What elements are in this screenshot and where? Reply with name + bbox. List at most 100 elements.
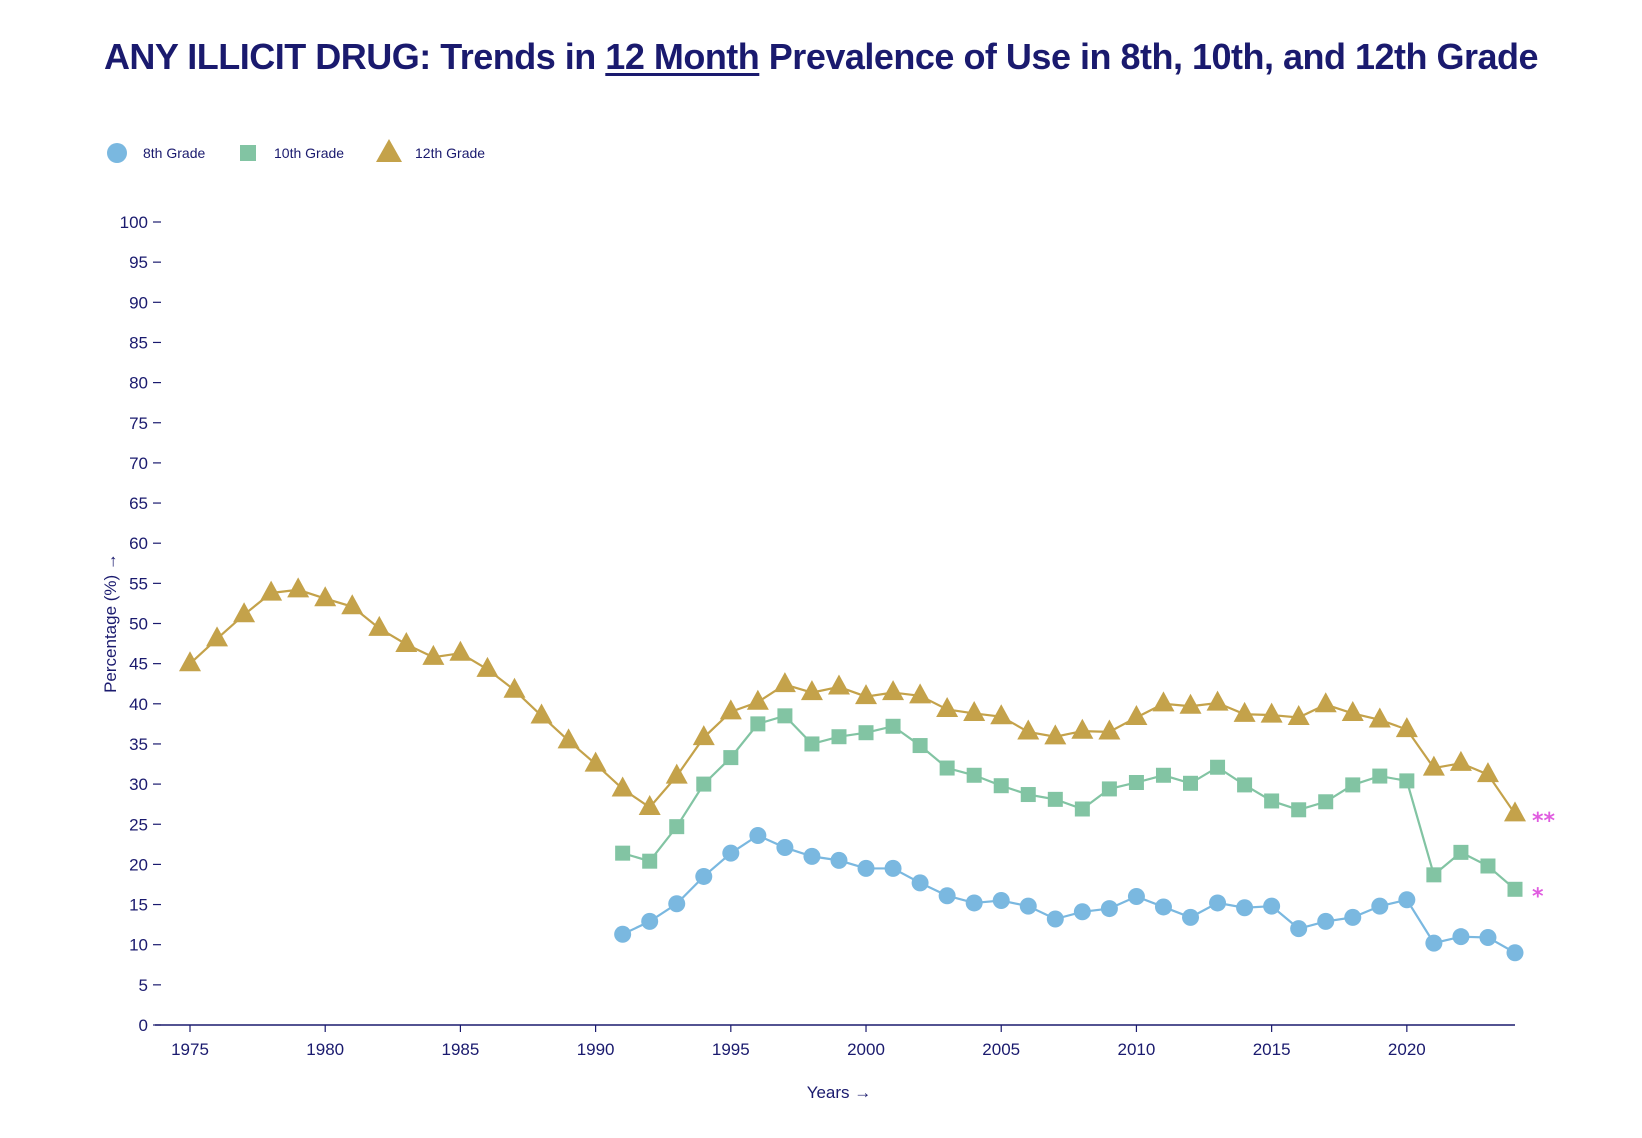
data-point (885, 718, 901, 734)
data-point (1046, 910, 1064, 928)
data-point (992, 892, 1010, 910)
data-point (314, 586, 337, 607)
series-line (189, 588, 1516, 815)
series-8th-grade (614, 826, 1524, 962)
data-point (449, 640, 472, 661)
data-point (1452, 928, 1470, 946)
data-point (1260, 702, 1283, 723)
data-point (1341, 701, 1364, 722)
data-point (696, 776, 712, 792)
data-point (206, 626, 229, 647)
data-point (692, 725, 715, 746)
data-point (1152, 691, 1175, 712)
legend-item: 10th Grade (240, 145, 344, 161)
x-tick-label: 2000 (847, 1040, 885, 1059)
data-point (827, 674, 850, 695)
data-point (1127, 888, 1145, 906)
y-tick-label: 35 (129, 735, 148, 754)
legend-item: 12th Grade (376, 139, 485, 162)
y-tick-label: 80 (129, 374, 148, 393)
data-point (1074, 801, 1090, 817)
data-point (1263, 897, 1281, 915)
data-point (1395, 717, 1418, 738)
y-tick-label: 45 (129, 655, 148, 674)
data-point (638, 794, 661, 815)
data-point (1317, 912, 1335, 930)
data-point (990, 704, 1013, 725)
y-tick-label: 65 (129, 494, 148, 513)
legend-item: 8th Grade (107, 143, 205, 163)
data-point (669, 819, 685, 835)
data-point (936, 697, 959, 718)
data-point (723, 750, 739, 766)
x-tick-label: 1980 (306, 1040, 344, 1059)
data-point (1047, 791, 1063, 807)
y-tick-label: 40 (129, 695, 148, 714)
data-point (1264, 793, 1280, 809)
data-point (750, 716, 766, 732)
data-point (773, 672, 796, 693)
data-point (800, 680, 823, 701)
data-point (1019, 897, 1037, 915)
legend: 8th Grade 10th Grade 12th Grade (107, 139, 485, 163)
data-point (857, 859, 875, 877)
legend-label: 8th Grade (143, 145, 205, 161)
data-point (1314, 692, 1337, 713)
data-point (746, 689, 769, 710)
data-point (1098, 719, 1121, 740)
data-point (1507, 881, 1523, 897)
chart-title: ANY ILLICIT DRUG: Trends in 12 Month Pre… (0, 36, 1642, 78)
y-tick-label: 0 (139, 1016, 148, 1035)
data-point (912, 738, 928, 754)
y-tick-label: 60 (129, 534, 148, 553)
series-12th-grade: ** (179, 577, 1556, 834)
data-point (1155, 767, 1171, 783)
data-point (1506, 944, 1524, 962)
data-point (909, 683, 932, 704)
data-point (1426, 867, 1442, 883)
data-point (1371, 897, 1389, 915)
x-tick-label: 1985 (441, 1040, 479, 1059)
data-point (776, 839, 794, 857)
data-point (1210, 759, 1226, 775)
data-point (695, 867, 713, 885)
data-point (882, 680, 905, 701)
x-tick-label: 2020 (1388, 1040, 1426, 1059)
data-point (179, 651, 201, 672)
x-tick-label: 2005 (982, 1040, 1020, 1059)
data-point (719, 699, 742, 720)
data-point (1182, 908, 1200, 926)
x-tick-label: 2015 (1253, 1040, 1291, 1059)
series-group: *** (179, 577, 1556, 962)
data-point (1101, 781, 1117, 797)
title-suffix: Prevalence of Use in 8th, 10th, and 12th… (759, 36, 1539, 77)
y-tick-label: 10 (129, 936, 148, 955)
data-point (557, 728, 580, 749)
data-point (233, 602, 256, 623)
data-point (963, 701, 986, 722)
data-point (615, 845, 631, 861)
x-tick-label: 2010 (1118, 1040, 1156, 1059)
y-tick-label: 30 (129, 775, 148, 794)
data-point (1206, 690, 1229, 711)
data-point (722, 844, 740, 862)
y-tick-label: 95 (129, 253, 148, 272)
x-tick-label: 1990 (577, 1040, 615, 1059)
data-point (611, 776, 634, 797)
y-tick-label: 70 (129, 454, 148, 473)
legend-swatch (240, 145, 256, 161)
y-tick-label: 75 (129, 414, 148, 433)
data-point (911, 874, 929, 892)
data-point (1125, 705, 1148, 726)
x-tick-label: 1995 (712, 1040, 750, 1059)
data-point (1449, 750, 1472, 771)
data-point (1100, 900, 1118, 918)
series-note-marker: ** (1532, 809, 1556, 834)
y-tick-label: 5 (139, 976, 148, 995)
y-tick-label: 100 (120, 213, 148, 232)
series-line (622, 714, 1516, 891)
series-10th-grade: * (615, 708, 1544, 909)
data-point (1453, 844, 1469, 860)
data-point (1476, 762, 1499, 783)
